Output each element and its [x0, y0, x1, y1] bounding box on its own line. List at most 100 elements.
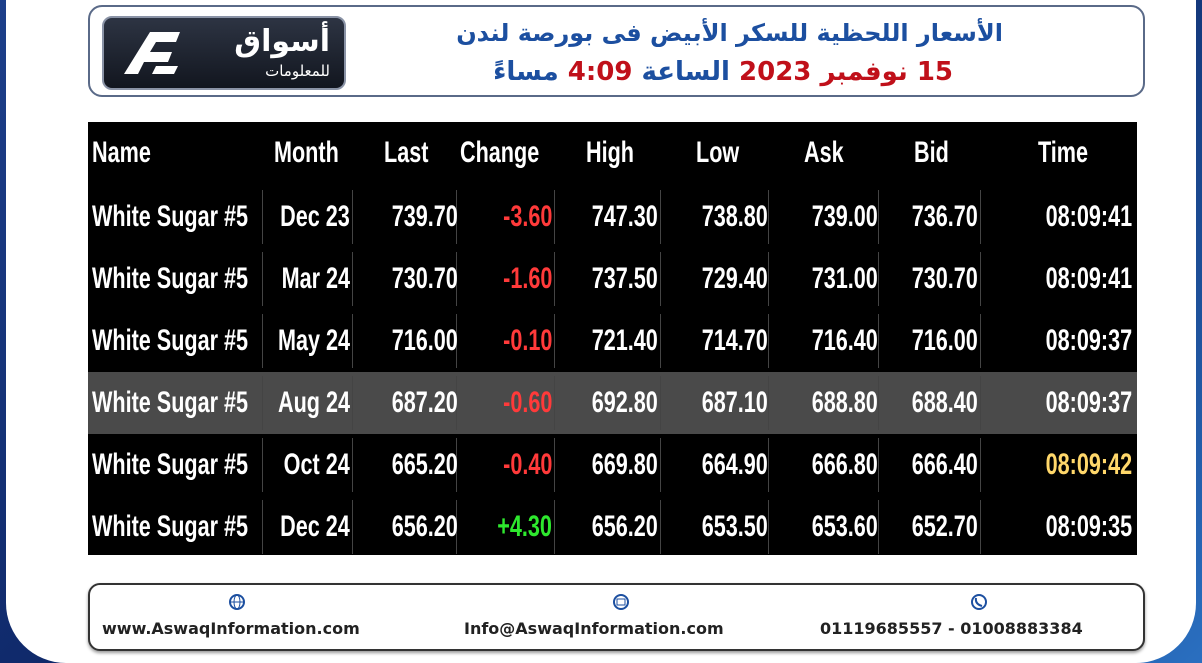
cell-text: 737.50	[591, 262, 658, 295]
cell-text: Month	[274, 136, 339, 169]
separator	[660, 376, 661, 430]
data-row: White Sugar #5 Mar 24 730.70 -1.60 737.50 729…	[88, 248, 1137, 310]
cell-text: 739.70	[391, 200, 458, 233]
cell-text: Oct 24	[283, 448, 350, 481]
separator	[262, 438, 263, 492]
cell-text: Aug 24	[277, 386, 350, 419]
separator	[878, 314, 879, 368]
cell: Oct 24	[266, 434, 350, 496]
cell: 653.50	[664, 496, 768, 558]
separator	[352, 314, 353, 368]
email-icon	[613, 594, 629, 610]
separator	[352, 438, 353, 492]
cell-text: 656.20	[391, 510, 458, 543]
logo-sub: للمعلومات	[265, 62, 330, 80]
cell-text: High	[586, 136, 634, 169]
cell: 666.40	[882, 434, 978, 496]
separator	[554, 252, 555, 306]
cell: 08:09:41	[984, 186, 1132, 248]
cell-text: -0.60	[502, 386, 552, 419]
cell: 656.20	[356, 496, 458, 558]
cell: 656.20	[558, 496, 658, 558]
cell-text: 653.60	[811, 510, 878, 543]
cell: 716.40	[772, 310, 878, 372]
cell-text: 664.90	[701, 448, 768, 481]
cell-text: White Sugar #5	[92, 386, 249, 419]
cell-text: Change	[460, 136, 540, 169]
cell: Change	[460, 122, 592, 184]
cell: 721.40	[558, 310, 658, 372]
cell-text: 08:09:41	[1045, 262, 1132, 295]
phone: 01119685557 - 01008883384	[820, 619, 1083, 638]
separator	[878, 438, 879, 492]
cell-text: 730.70	[911, 262, 978, 295]
separator	[262, 252, 263, 306]
cell-text: 08:09:42	[1045, 448, 1132, 481]
separator	[456, 314, 457, 368]
cell: 688.80	[772, 372, 878, 434]
separator	[554, 376, 555, 430]
separator	[768, 314, 769, 368]
separator	[878, 500, 879, 554]
cell: 747.30	[558, 186, 658, 248]
cell: -0.60	[460, 372, 552, 434]
cell: 688.40	[882, 372, 978, 434]
cell-text: -0.10	[502, 324, 552, 357]
separator	[352, 190, 353, 244]
cell: 08:09:42	[984, 434, 1132, 496]
separator	[660, 438, 661, 492]
cell-text: 669.80	[591, 448, 658, 481]
period: مساءً	[493, 57, 559, 87]
cell: 730.70	[882, 248, 978, 310]
cell: 738.80	[664, 186, 768, 248]
separator	[456, 190, 457, 244]
cell: White Sugar #5	[92, 372, 258, 434]
separator	[878, 252, 879, 306]
cell: 714.70	[664, 310, 768, 372]
cell-text: White Sugar #5	[92, 324, 249, 357]
cell: Time	[1038, 122, 1172, 184]
cell-text: Bid	[914, 136, 949, 169]
separator	[768, 376, 769, 430]
cell: 687.10	[664, 372, 768, 434]
cell-text: 739.00	[811, 200, 878, 233]
cell-text: 738.80	[701, 200, 768, 233]
separator	[554, 438, 555, 492]
cell: Dec 23	[266, 186, 350, 248]
cell: Month	[274, 122, 390, 184]
date: 15 نوفمبر 2023	[739, 57, 953, 87]
separator	[456, 438, 457, 492]
cell: May 24	[266, 310, 350, 372]
cell-text: 716.40	[811, 324, 878, 357]
cell-text: +4.30	[497, 510, 552, 543]
cell-text: 08:09:37	[1045, 386, 1132, 419]
cell-text: -0.40	[502, 448, 552, 481]
cell-text: Name	[92, 136, 151, 169]
cell: Mar 24	[266, 248, 350, 310]
cell: 716.00	[356, 310, 458, 372]
data-row: White Sugar #5 May 24 716.00 -0.10 721.40 714…	[88, 310, 1137, 372]
data-row: White Sugar #5 Dec 23 739.70 -3.60 747.30 738…	[88, 186, 1137, 248]
cell: -0.40	[460, 434, 552, 496]
logo-name: أسواق	[234, 24, 330, 59]
cell: -3.60	[460, 186, 552, 248]
cell: 736.70	[882, 186, 978, 248]
cell-text: 716.00	[911, 324, 978, 357]
cell: 687.20	[356, 372, 458, 434]
cell-text: White Sugar #5	[92, 262, 249, 295]
separator	[554, 190, 555, 244]
separator	[456, 252, 457, 306]
separator	[456, 376, 457, 430]
separator	[660, 314, 661, 368]
separator	[660, 190, 661, 244]
logo-icon	[124, 32, 180, 74]
cell: 652.70	[882, 496, 978, 558]
cell: 666.80	[772, 434, 878, 496]
cell-text: 688.40	[911, 386, 978, 419]
cell: Bid	[914, 122, 1018, 184]
time: 4:09	[567, 57, 633, 87]
cell: 692.80	[558, 372, 658, 434]
separator	[980, 314, 981, 368]
cell: 08:09:37	[984, 310, 1132, 372]
cell-text: 714.70	[701, 324, 768, 357]
